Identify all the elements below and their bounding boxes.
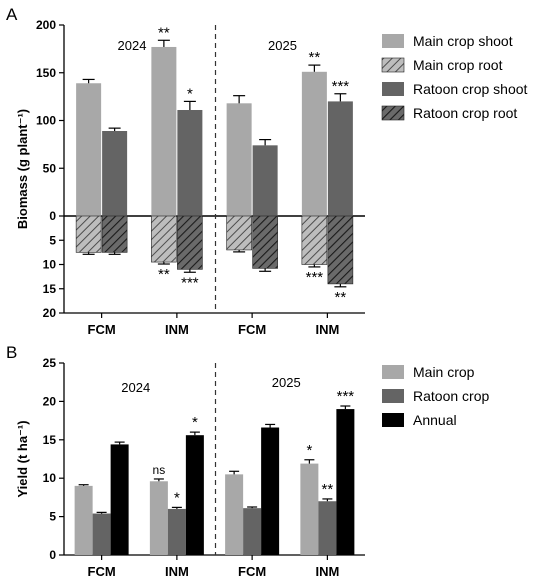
year-label: 2025 xyxy=(272,375,301,390)
bar xyxy=(185,435,204,555)
significance-label: ** xyxy=(158,24,170,41)
bar xyxy=(101,215,128,253)
bar xyxy=(243,508,262,555)
bar xyxy=(177,109,203,216)
significance-label: *** xyxy=(181,274,199,291)
y-tick-label: 15 xyxy=(43,433,57,447)
y-tick-label: 25 xyxy=(43,356,57,370)
y-tick-label: 5 xyxy=(49,510,56,524)
year-label: 2024 xyxy=(118,38,147,53)
significance-label: ns xyxy=(153,463,166,477)
y-tick-label: 50 xyxy=(43,161,57,175)
significance-label: *** xyxy=(332,78,350,95)
bar xyxy=(327,215,354,285)
bar xyxy=(75,215,102,253)
legend-label: Annual xyxy=(413,412,457,428)
bar xyxy=(301,215,328,265)
significance-label: *** xyxy=(337,388,355,405)
legend-swatch xyxy=(382,34,404,48)
x-tick-label: INM xyxy=(315,564,339,579)
y-axis-label: Biomass (g plant⁻¹) xyxy=(15,109,30,229)
bar xyxy=(252,145,278,216)
bar xyxy=(300,463,319,555)
bar xyxy=(327,101,353,216)
y-tick-label: 150 xyxy=(36,66,56,80)
legend-label: Main crop shoot xyxy=(413,33,513,49)
panel-label: A xyxy=(6,5,18,24)
bar xyxy=(318,501,337,555)
legend-label: Ratoon crop root xyxy=(413,105,517,121)
legend-label: Ratoon crop xyxy=(413,388,489,404)
legend-swatch xyxy=(381,57,405,73)
bar xyxy=(336,409,355,555)
y-tick-label: 10 xyxy=(43,471,57,485)
legend-swatch xyxy=(381,105,405,121)
y-tick-label: 0 xyxy=(49,548,56,562)
significance-label: * xyxy=(187,85,193,102)
legend-swatch xyxy=(382,389,404,403)
y-tick-label: 15 xyxy=(43,282,57,296)
year-label: 2024 xyxy=(121,380,150,395)
y-tick-label: 20 xyxy=(43,306,57,320)
bar xyxy=(102,131,128,216)
bar xyxy=(149,481,168,555)
significance-label: * xyxy=(192,414,198,431)
x-tick-label: FCM xyxy=(88,322,116,337)
x-tick-label: FCM xyxy=(238,564,266,579)
significance-label: ** xyxy=(322,481,334,498)
year-label: 2025 xyxy=(268,38,297,53)
legend-swatch xyxy=(382,82,404,96)
significance-label: * xyxy=(306,442,312,459)
significance-label: ** xyxy=(309,49,321,66)
x-tick-label: INM xyxy=(315,322,339,337)
x-tick-label: INM xyxy=(165,322,189,337)
bar xyxy=(226,103,252,216)
bar xyxy=(252,215,278,269)
panel-label: B xyxy=(6,343,17,362)
x-tick-label: FCM xyxy=(238,322,266,337)
y-axis-label: Yield (t ha⁻¹) xyxy=(15,420,30,497)
bar xyxy=(301,71,327,216)
legend-label: Main crop xyxy=(413,364,475,380)
bar xyxy=(261,427,280,555)
legend-label: Ratoon crop shoot xyxy=(413,81,528,97)
x-tick-label: FCM xyxy=(88,564,116,579)
y-tick-label: 10 xyxy=(43,258,57,272)
bar xyxy=(226,215,252,251)
bar xyxy=(225,474,244,555)
y-tick-label: 200 xyxy=(36,18,56,32)
y-tick-label: 20 xyxy=(43,394,57,408)
significance-label: * xyxy=(174,489,180,506)
bar xyxy=(76,83,102,216)
legend-swatch xyxy=(382,413,404,427)
bar xyxy=(167,508,186,555)
bar xyxy=(151,215,177,263)
significance-label: *** xyxy=(306,269,324,286)
significance-label: ** xyxy=(335,289,347,306)
legend-label: Main crop root xyxy=(413,57,503,73)
bar xyxy=(151,46,177,217)
bar xyxy=(177,215,203,270)
y-tick-label: 0 xyxy=(49,209,56,223)
x-tick-label: INM xyxy=(165,564,189,579)
bar xyxy=(74,485,93,555)
bar xyxy=(110,444,129,555)
y-tick-label: 100 xyxy=(36,114,56,128)
significance-label: ** xyxy=(158,266,170,283)
y-tick-label: 5 xyxy=(49,233,56,247)
bar xyxy=(92,513,111,555)
legend-swatch xyxy=(382,365,404,379)
